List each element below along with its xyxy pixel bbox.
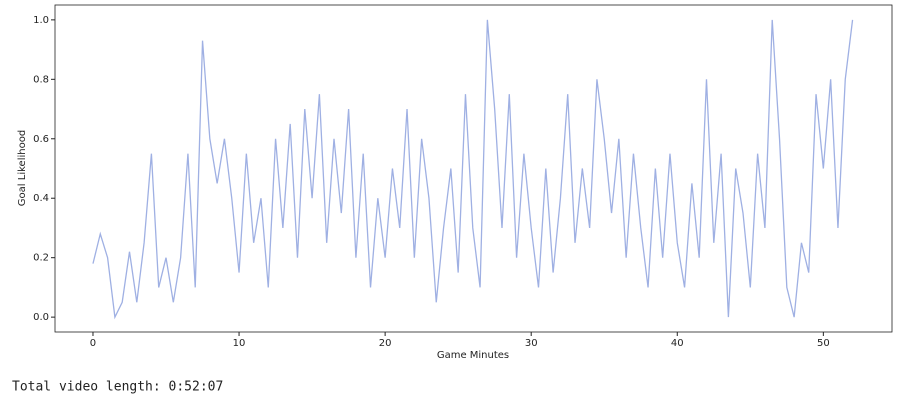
y-tick-label: 0.4 [33, 193, 49, 204]
x-tick-label: 0 [90, 338, 96, 349]
y-tick-label: 0.2 [33, 253, 49, 264]
x-tick-label: 10 [233, 338, 246, 349]
y-axis-label: Goal Likelihood [17, 130, 28, 206]
line-series [92, 19, 854, 320]
x-tick-label: 30 [525, 338, 538, 349]
y-tick-label: 0.6 [33, 134, 49, 145]
x-tick-label: 20 [379, 338, 392, 349]
y-tick-label: 0.8 [33, 74, 49, 85]
y-tick-label: 1.0 [33, 15, 49, 26]
x-tick-label: 40 [671, 338, 684, 349]
output-text: Total video length: 0:52:07 [12, 380, 223, 395]
plot-frame [54, 4, 893, 333]
x-axis-label: Game Minutes [437, 350, 509, 361]
y-tick-label: 0.0 [33, 312, 49, 323]
x-tick-label: 50 [817, 338, 830, 349]
